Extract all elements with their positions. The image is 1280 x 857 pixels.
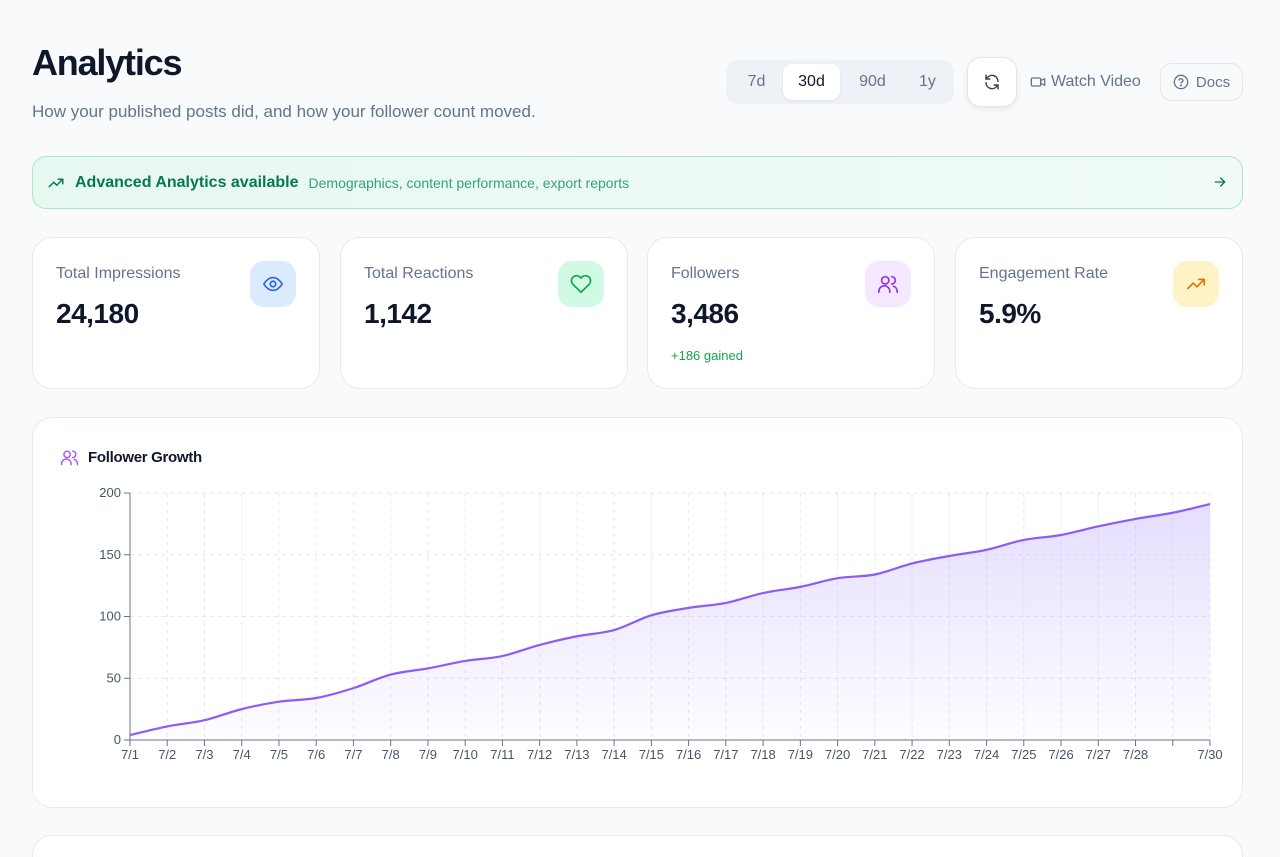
x-tick-label: 7/19 bbox=[788, 747, 813, 762]
users-icon bbox=[878, 275, 898, 294]
x-tick-label: 7/30 bbox=[1197, 747, 1222, 762]
series-line-followers bbox=[129, 503, 1211, 737]
y-tick-label: 150 bbox=[99, 547, 121, 562]
banner-title: Advanced Analytics available bbox=[75, 173, 299, 191]
users-icon bbox=[60, 450, 79, 466]
stat-label: Engagement Rate bbox=[979, 265, 1108, 282]
stat-card-followers: Followers 3,486 +186 gained bbox=[647, 237, 935, 389]
watch-video-label: Watch Video bbox=[1051, 73, 1141, 90]
date-range-selector: 7d 30d 90d 1y bbox=[726, 60, 954, 104]
stat-label: Total Impressions bbox=[56, 265, 181, 282]
follower-growth-chart: 0 50 100 150 200 7/1 7/2 7/3 7/4 7/5 7/6 7/7 7/8 7/9 7… bbox=[99, 485, 1222, 762]
stat-icon-badge bbox=[250, 261, 296, 307]
x-tick-label: 7/5 bbox=[270, 747, 288, 762]
range-option-30d[interactable]: 30d bbox=[783, 64, 840, 100]
y-tick-label: 0 bbox=[114, 732, 121, 747]
x-tick-label: 7/9 bbox=[419, 747, 437, 762]
chart-title-label: Follower Growth bbox=[88, 449, 202, 466]
y-tick-label: 100 bbox=[99, 609, 121, 624]
stat-card-total-impressions: Total Impressions 24,180 bbox=[32, 237, 320, 389]
trending-up-icon bbox=[1186, 278, 1206, 290]
docs-button[interactable]: Docs bbox=[1160, 63, 1243, 101]
y-tick-label: 50 bbox=[107, 670, 121, 685]
chart-title: Follower Growth bbox=[60, 448, 202, 467]
page-title: Analytics bbox=[32, 42, 182, 83]
x-tick-label: 7/17 bbox=[713, 747, 738, 762]
x-tick-label: 7/6 bbox=[307, 747, 325, 762]
x-tick-label: 7/28 bbox=[1123, 747, 1148, 762]
x-tick-label: 7/15 bbox=[639, 747, 664, 762]
x-tick-label: 7/14 bbox=[601, 747, 626, 762]
stat-value: 5.9% bbox=[979, 298, 1041, 329]
stat-change: +186 gained bbox=[671, 348, 743, 363]
x-tick-label: 7/26 bbox=[1048, 747, 1073, 762]
stat-icon-badge bbox=[558, 261, 604, 307]
x-tick-label: 7/7 bbox=[344, 747, 362, 762]
refresh-icon bbox=[985, 74, 999, 90]
docs-label: Docs bbox=[1195, 73, 1231, 91]
follower-growth-card: Follower Growth 0 50 100 150 200 7/1 7/2 7/3 7/4… bbox=[32, 417, 1243, 808]
banner-description: Demographics, content performance, expor… bbox=[308, 174, 630, 191]
x-tick-label: 7/11 bbox=[490, 747, 514, 762]
x-tick-label: 7/22 bbox=[899, 747, 924, 762]
x-tick-label: 7/25 bbox=[1011, 747, 1036, 762]
x-tick-label: 7/21 bbox=[862, 747, 887, 762]
x-tick-label: 7/18 bbox=[750, 747, 775, 762]
area-fill bbox=[130, 504, 1210, 740]
stat-label: Total Reactions bbox=[364, 265, 474, 282]
x-tick-label: 7/3 bbox=[195, 747, 213, 762]
stat-icon-badge bbox=[865, 261, 911, 307]
page-subtitle: How your published posts did, and how yo… bbox=[32, 102, 536, 121]
advanced-analytics-banner[interactable]: Advanced Analytics available Demographic… bbox=[32, 156, 1243, 209]
x-tick-label: 7/27 bbox=[1086, 747, 1111, 762]
x-tick-label: 7/12 bbox=[527, 747, 552, 762]
x-tick-label: 7/16 bbox=[676, 747, 701, 762]
next-section-card bbox=[32, 835, 1243, 857]
x-tick-label: 7/23 bbox=[937, 747, 962, 762]
stat-value: 3,486 bbox=[671, 298, 739, 329]
heart-icon bbox=[570, 274, 592, 294]
video-icon bbox=[1030, 77, 1046, 87]
stat-label: Followers bbox=[671, 265, 740, 282]
refresh-button[interactable] bbox=[967, 57, 1017, 107]
stat-card-engagement-rate: Engagement Rate 5.9% bbox=[955, 237, 1243, 389]
arrow-right-icon[interactable] bbox=[1212, 174, 1228, 190]
help-circle-icon bbox=[1173, 74, 1189, 90]
x-tick-label: 7/13 bbox=[564, 747, 589, 762]
x-tick-label: 7/1 bbox=[121, 747, 139, 762]
stat-card-total-reactions: Total Reactions 1,142 bbox=[340, 237, 628, 389]
trending-up-icon bbox=[48, 178, 64, 187]
x-tick-label: 7/20 bbox=[825, 747, 850, 762]
stat-icon-badge bbox=[1173, 261, 1219, 307]
x-tick-label: 7/24 bbox=[974, 747, 999, 762]
x-tick-label: 7/4 bbox=[233, 747, 251, 762]
x-tick-label: 7/2 bbox=[158, 747, 176, 762]
range-option-7d[interactable]: 7d bbox=[747, 73, 766, 90]
eye-icon bbox=[263, 276, 283, 292]
stat-value: 1,142 bbox=[364, 298, 432, 329]
x-tick-label: 7/10 bbox=[453, 747, 478, 762]
range-option-1y[interactable]: 1y bbox=[918, 73, 936, 90]
y-tick-label: 200 bbox=[99, 485, 121, 500]
range-option-90d[interactable]: 90d bbox=[859, 73, 886, 90]
x-tick-label: 7/8 bbox=[382, 747, 400, 762]
watch-video-button[interactable]: Watch Video bbox=[1030, 70, 1141, 94]
stat-value: 24,180 bbox=[56, 298, 139, 329]
